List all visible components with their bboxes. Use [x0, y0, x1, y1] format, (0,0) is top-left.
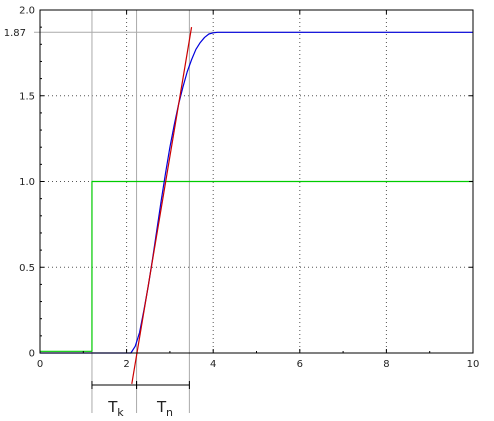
x-tick-label: 4: [210, 359, 216, 370]
tick-labels: 0 2 4 6 8 10 0 0.5 1.0 1.5 2.0 1.87: [4, 6, 480, 371]
y-tick-label: 2.0: [19, 6, 35, 17]
series-line-2: [131, 27, 193, 384]
rise-time-label-subscript: n: [166, 406, 173, 419]
x-tick-label: 6: [297, 359, 303, 370]
x-tick-label: 8: [383, 359, 389, 370]
rise-time-label: T: [156, 398, 167, 416]
y-tick-label: 1.5: [19, 91, 35, 102]
y-tick-label: 0: [29, 349, 35, 360]
dead-time-label: T: [107, 398, 118, 416]
dead-time-label-subscript: k: [117, 406, 124, 419]
series-line-0: [40, 180, 473, 352]
series-lines: [40, 27, 473, 384]
x-tick-label: 0: [37, 359, 43, 370]
axis-ticks: [39, 9, 474, 354]
x-tick-label: 10: [467, 359, 480, 370]
x-tick-label: 2: [123, 359, 129, 370]
y-tick-label: 1.0: [19, 177, 35, 188]
y-tick-label: 0.5: [19, 263, 35, 274]
steady-state-value-label: 1.87: [4, 28, 26, 39]
